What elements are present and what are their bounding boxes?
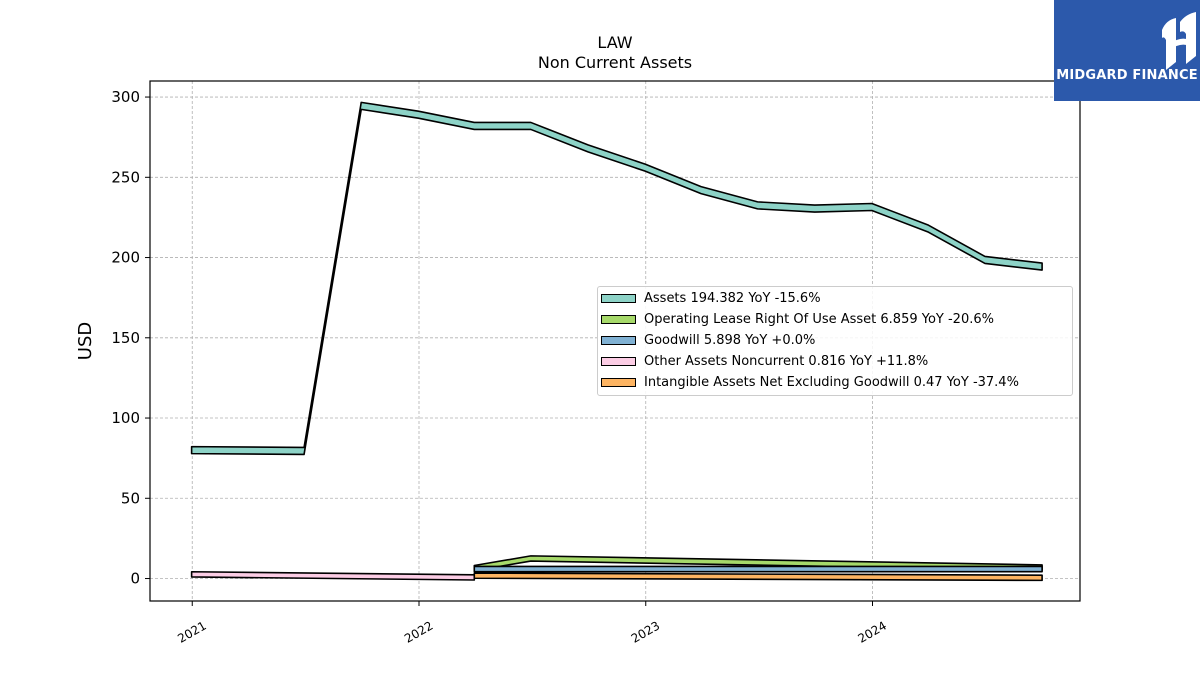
legend-swatch: [601, 336, 636, 345]
series-area-other-assets-noncurrent: [190, 570, 476, 581]
legend-swatch: [601, 357, 636, 366]
legend-label: Intangible Assets Net Excluding Goodwill…: [644, 375, 1019, 390]
y-tick-label: 100: [111, 409, 140, 427]
legend-entry: Intangible Assets Net Excluding Goodwill…: [598, 373, 1072, 393]
legend-entry: Other Assets Noncurrent 0.816 YoY +11.8%: [598, 352, 1072, 372]
y-tick-label: 300: [111, 88, 140, 106]
legend-label: Assets 194.382 YoY -15.6%: [644, 291, 821, 306]
axis-layer: 0 50 100 150 200 250 300 2021 2022 2023 2024: [111, 80, 1081, 646]
chart-subtitle: Non Current Assets: [537, 53, 693, 72]
legend-label: Goodwill 5.898 YoY +0.0%: [644, 333, 816, 348]
legend-swatch: [601, 315, 636, 324]
legend-swatch: [601, 294, 636, 303]
plot-frame: [149, 80, 1081, 602]
series-area-intangible-assets-net-excluding-goodwill: [473, 572, 1043, 582]
legend-entry: Operating Lease Right Of Use Asset 6.859…: [598, 310, 1072, 330]
legend-entry: Assets 194.382 YoY -15.6%: [598, 289, 1072, 309]
legend-label: Other Assets Noncurrent 0.816 YoY +11.8%: [644, 354, 929, 369]
x-tick-label: 2021: [175, 618, 208, 645]
y-tick-label: 200: [111, 249, 140, 267]
y-axis-label: USD: [75, 322, 96, 360]
logo-text: MIDGARD FINANCE: [1056, 68, 1198, 83]
y-tick-label: 150: [111, 329, 140, 347]
x-tick-label: 2022: [402, 618, 435, 645]
legend-entry: Goodwill 5.898 YoY +0.0%: [598, 331, 1072, 351]
legend-label: Operating Lease Right Of Use Asset 6.859…: [644, 312, 994, 327]
y-tick-label: 50: [121, 489, 140, 507]
series-area-assets: [190, 101, 1043, 456]
series-layer: [190, 101, 1043, 582]
legend-swatch: [601, 378, 636, 387]
chart-title: LAW: [597, 33, 633, 52]
chart-legend: Assets 194.382 YoY -15.6% Operating Lease…: [597, 286, 1073, 396]
x-tick-label: 2023: [629, 618, 662, 645]
x-tick-label: 2024: [856, 618, 889, 645]
series-area-goodwill: [473, 565, 1043, 573]
midgard-finance-logo: MIDGARD FINANCE: [1054, 0, 1200, 101]
logo-mark-icon: [1162, 12, 1196, 70]
y-tick-label: 250: [111, 168, 140, 186]
y-tick-label: 0: [130, 570, 140, 588]
